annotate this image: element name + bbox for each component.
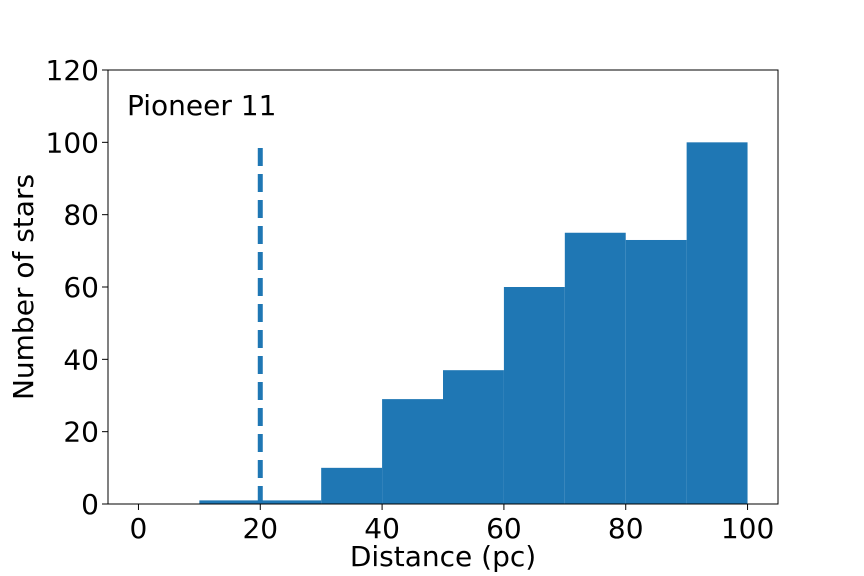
histogram-bar-2	[321, 467, 383, 504]
y-tick-label-1: 20	[63, 416, 99, 449]
y-tick-label-2: 40	[63, 343, 99, 376]
bars-group	[199, 142, 748, 505]
histogram-bar-1	[260, 500, 322, 504]
x-axis-ticks: 0 20 40 60 80 100	[130, 504, 774, 545]
x-tick-label-5: 100	[721, 512, 774, 545]
y-axis-label: Number of stars	[7, 174, 40, 400]
histogram-bar-8	[686, 142, 748, 505]
chart-annotation: Pioneer 11	[127, 89, 276, 122]
y-axis-ticks: 0 20 40 60 80 100 120	[46, 54, 108, 521]
y-tick-label-5: 100	[46, 126, 99, 159]
x-tick-label-1: 20	[242, 512, 278, 545]
histogram-bar-0	[199, 500, 261, 504]
y-tick-label-4: 80	[63, 199, 99, 232]
y-tick-label-6: 120	[46, 54, 99, 87]
y-tick-label-0: 0	[81, 488, 99, 521]
histogram-bar-7	[625, 239, 687, 504]
y-tick-label-3: 60	[63, 271, 99, 304]
histogram-bar-3	[382, 399, 443, 504]
x-tick-label-3: 60	[486, 512, 522, 545]
x-tick-label-2: 40	[364, 512, 400, 545]
x-axis-label: Distance (pc)	[350, 540, 536, 573]
histogram-bar-5	[503, 287, 565, 504]
histogram-bar-4	[443, 370, 504, 504]
x-tick-label-0: 0	[130, 512, 148, 545]
histogram-bar-6	[564, 232, 626, 504]
x-tick-label-4: 80	[608, 512, 644, 545]
